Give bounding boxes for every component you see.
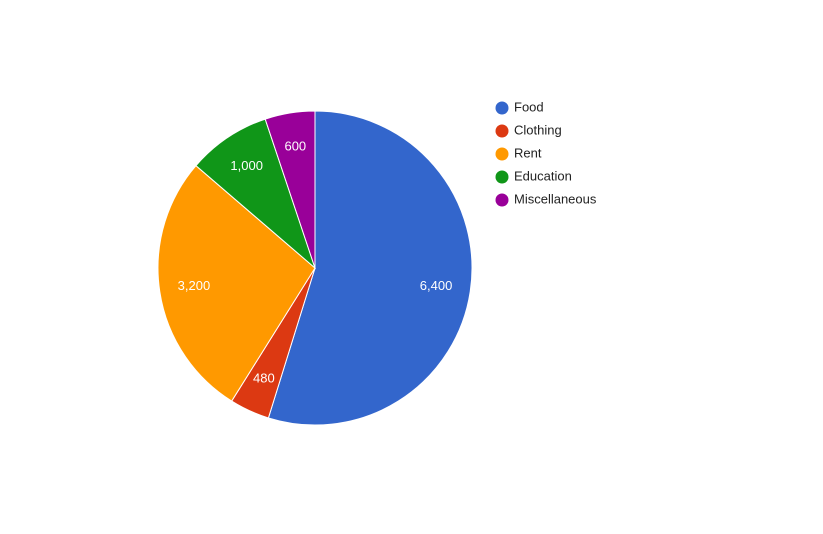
legend-label: Clothing [514,122,562,137]
legend-swatch [495,147,509,161]
legend-swatch [495,101,509,115]
value-label: 600 [284,139,306,154]
legend-label: Food [514,99,544,114]
legend-label: Miscellaneous [514,191,597,206]
pie-slice [157,164,316,402]
value-label: 480 [253,371,275,386]
value-label: 3,200 [178,278,211,293]
pie-slice [195,118,317,270]
value-label: 1,000 [230,158,263,173]
legend-swatch [495,170,509,184]
legend-swatch [495,124,509,138]
legend-label: Rent [514,145,542,160]
legend-label: Education [514,168,572,183]
value-label: 6,400 [420,278,453,293]
legend-swatch [495,193,509,207]
pie-slice [267,110,473,426]
pie-slice [264,110,316,269]
